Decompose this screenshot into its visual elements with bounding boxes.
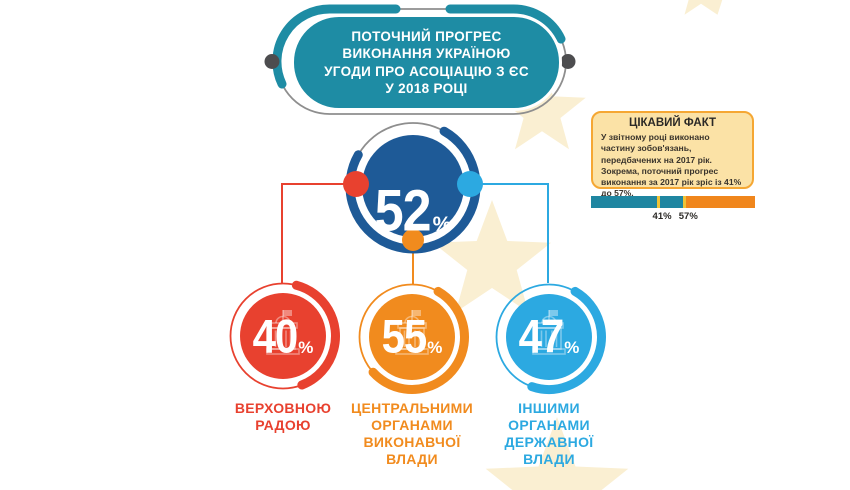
fact-box-title: ЦІКАВИЙ ФАКТ — [628, 117, 717, 129]
connector-dot-other — [457, 171, 483, 197]
connector-dot-executive — [402, 229, 424, 251]
eu-star-icon — [485, 417, 629, 490]
fact-box-text: У звітному році виконано частину зобов'я… — [601, 132, 742, 199]
bar-track — [591, 196, 755, 208]
bar-segment-remaining — [684, 196, 755, 208]
fact-box: ЦІКАВИЙ ФАКТ У звітному році виконано ча… — [591, 111, 754, 198]
banner-accent-arc — [272, 4, 401, 89]
eu-star-icon — [433, 200, 551, 313]
banner-accent-arc — [445, 4, 566, 44]
eu-star-icon — [498, 66, 586, 150]
connector-other — [470, 183, 549, 283]
other-label: ІНШИМИ ОРГАНАМИ ДЕРЖАВНОЇ ВЛАДИ — [504, 400, 594, 467]
overall-progress-arc — [345, 118, 481, 254]
other-progress-arc — [492, 280, 606, 394]
bar-tick-from — [656, 196, 660, 208]
executive-circle — [369, 294, 455, 380]
banner-dot-right — [560, 54, 576, 69]
overall-circle — [362, 135, 464, 237]
banner-dot-left — [264, 54, 280, 69]
bar-tick-to — [682, 196, 686, 208]
rada-progress-arc — [226, 279, 340, 394]
connector-rada — [281, 183, 356, 284]
fact-progress-bar: 41% 57% — [591, 196, 755, 224]
title-banner: ПОТОЧНИЙ ПРОГРЕС ВИКОНАННЯ УКРАЇНОЮ УГОД… — [291, 14, 562, 111]
connector-dot-rada — [343, 171, 369, 197]
executive-label: ЦЕНТРАЛЬНИМИ ОРГАНАМИ ВИКОНАВЧОЇ ВЛАДИ — [351, 400, 473, 467]
rada-circle — [240, 293, 326, 379]
bar-label-from: 41% — [652, 211, 672, 222]
other-circle — [506, 294, 592, 380]
page-title: ПОТОЧНИЙ ПРОГРЕС ВИКОНАННЯ УКРАЇНОЮ УГОД… — [324, 28, 529, 97]
rada-label: ВЕРХОВНОЮ РАДОЮ — [234, 400, 332, 433]
bar-segment-done — [591, 196, 685, 208]
bar-label-to: 57% — [678, 211, 698, 222]
eu-star-icon — [684, 0, 723, 15]
executive-progress-arc — [355, 280, 469, 394]
